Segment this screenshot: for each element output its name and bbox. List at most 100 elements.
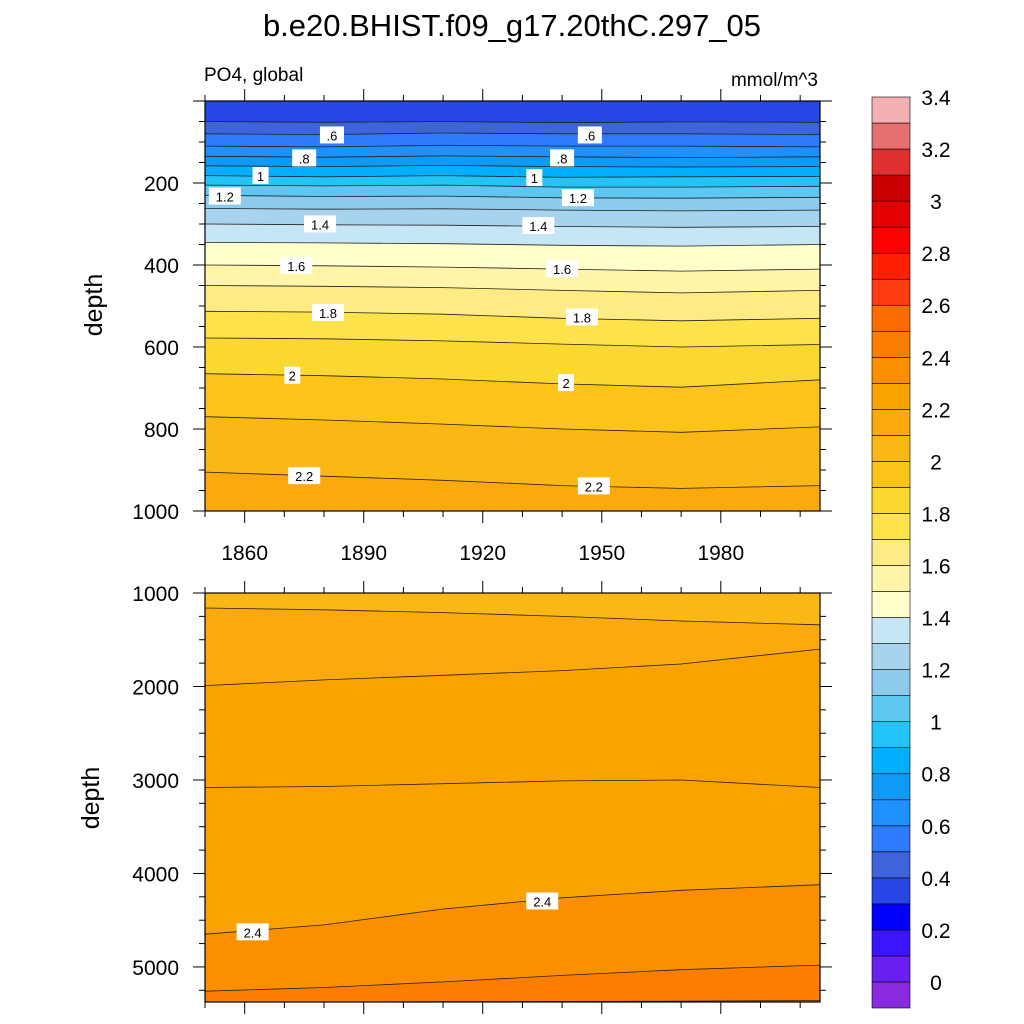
plot-frame bbox=[204, 592, 821, 1003]
colorbar-swatch bbox=[871, 409, 911, 436]
contour-line bbox=[205, 242, 820, 247]
svg-text:2: 2 bbox=[562, 376, 569, 391]
x-tick-label: 1860 bbox=[221, 542, 268, 565]
colorbar-label: 0 bbox=[930, 972, 942, 995]
colorbar-swatch bbox=[871, 669, 911, 696]
contour-label: 2.2 bbox=[288, 467, 321, 485]
contour-label: .8 bbox=[550, 149, 575, 167]
colorbar-label: 1.4 bbox=[921, 608, 951, 631]
contour-label: 2 bbox=[558, 374, 575, 392]
panel-left-string: PO4, global bbox=[204, 65, 303, 86]
x-tick-label: 1950 bbox=[578, 542, 625, 565]
colorbar-swatch bbox=[871, 513, 911, 540]
svg-text:.6: .6 bbox=[327, 128, 338, 143]
colorbar-swatch bbox=[871, 929, 911, 957]
contour-line bbox=[205, 164, 820, 168]
colorbar-swatch bbox=[871, 200, 911, 228]
colorbar-label: 0.6 bbox=[921, 816, 950, 839]
colorbar-swatch bbox=[871, 877, 911, 905]
y-tick-label: 3000 bbox=[132, 770, 179, 793]
colorbar-swatch bbox=[871, 304, 911, 332]
svg-text:1.6: 1.6 bbox=[553, 262, 571, 277]
colorbar-label: 0.2 bbox=[921, 920, 950, 943]
contour-label: 2.4 bbox=[236, 923, 269, 941]
colorbar-swatch bbox=[871, 435, 911, 462]
colorbar-swatch bbox=[871, 96, 911, 124]
colorbar-swatch bbox=[871, 695, 911, 722]
y-tick-label: 1000 bbox=[132, 501, 179, 524]
contour-line bbox=[205, 285, 820, 294]
x-tick-label: 1980 bbox=[697, 542, 744, 565]
y-tick-label: 5000 bbox=[132, 957, 179, 980]
svg-text:.8: .8 bbox=[299, 151, 310, 166]
colorbar-swatch bbox=[871, 747, 911, 775]
colorbar-label: 1.8 bbox=[921, 503, 950, 526]
svg-text:1.4: 1.4 bbox=[529, 219, 547, 234]
colorbar-label: 0.4 bbox=[921, 868, 951, 891]
colorbar-swatch bbox=[871, 226, 911, 254]
contour-label: 1 bbox=[252, 167, 269, 185]
svg-text:1.8: 1.8 bbox=[319, 306, 337, 321]
y-tick-label: 600 bbox=[144, 337, 179, 360]
colorbar-swatch bbox=[871, 825, 911, 853]
svg-text:2.2: 2.2 bbox=[585, 479, 603, 494]
colorbar-swatch bbox=[871, 799, 911, 827]
y-tick-label: 2000 bbox=[132, 676, 179, 699]
colorbar-label: 2.8 bbox=[921, 243, 950, 266]
colorbar-label: 0.8 bbox=[921, 764, 950, 787]
colorbar-swatch bbox=[871, 356, 911, 384]
contour-label: 2.2 bbox=[577, 477, 610, 495]
colorbar-swatch bbox=[871, 643, 911, 670]
contour-line bbox=[205, 648, 820, 686]
x-tick-label: 1920 bbox=[459, 542, 506, 565]
svg-text:1: 1 bbox=[531, 171, 538, 186]
colorbar-swatch bbox=[871, 122, 911, 150]
svg-text:1.2: 1.2 bbox=[569, 191, 587, 206]
colorbar-label: 3.4 bbox=[921, 87, 951, 110]
colorbar-swatch bbox=[871, 981, 911, 1009]
contour-line bbox=[205, 337, 820, 348]
svg-text:2.2: 2.2 bbox=[295, 469, 313, 484]
contour-label: 1.6 bbox=[280, 256, 313, 274]
svg-text:2.4: 2.4 bbox=[533, 895, 551, 910]
colorbar-swatch bbox=[871, 278, 911, 306]
contour-line bbox=[205, 132, 820, 136]
contour-label: 1 bbox=[526, 169, 543, 187]
colorbar-label: 2.4 bbox=[921, 347, 951, 370]
colorbar-label: 2.2 bbox=[921, 399, 950, 422]
contour-line bbox=[205, 121, 820, 124]
units-label: mmol/m^3 bbox=[731, 70, 818, 91]
colorbar-swatch bbox=[871, 148, 911, 176]
colorbar-swatch bbox=[871, 617, 911, 644]
colorbar-label: 2 bbox=[930, 451, 942, 474]
contour-line bbox=[205, 194, 820, 199]
contour-band bbox=[205, 965, 820, 1002]
colorbar-swatch bbox=[871, 252, 911, 280]
contour-label: 1.2 bbox=[208, 187, 241, 205]
y-tick-label: 4000 bbox=[132, 863, 179, 886]
colorbar-label: 1 bbox=[930, 712, 942, 735]
contour-label: 2.4 bbox=[526, 892, 559, 910]
contour-line bbox=[205, 310, 820, 322]
colorbar-swatch bbox=[871, 721, 911, 749]
colorbar-swatch bbox=[871, 330, 911, 358]
contour-label: 2 bbox=[284, 366, 301, 384]
colorbar-swatch bbox=[871, 955, 911, 983]
colorbar-label: 1.2 bbox=[921, 660, 950, 683]
svg-text:1: 1 bbox=[257, 169, 264, 184]
contour-label: 1.2 bbox=[561, 189, 594, 207]
contour-line bbox=[205, 184, 820, 188]
svg-text:1.4: 1.4 bbox=[311, 217, 329, 232]
colorbar-swatch bbox=[871, 383, 911, 410]
colorbar: 3.4 3.2 3 2.8 2.6 2.4 2.2 2 1.8 1.6 1.4 1.2 1 0.8 0.6 0… bbox=[871, 87, 951, 1009]
colorbar-label: 3.2 bbox=[921, 139, 950, 162]
contour-label: 1.4 bbox=[304, 215, 337, 233]
contour-label: 1.8 bbox=[565, 308, 598, 326]
contour-line bbox=[205, 964, 820, 992]
svg-text:.6: .6 bbox=[584, 128, 595, 143]
contour-label: 1.4 bbox=[522, 217, 555, 235]
contour-label: 1.6 bbox=[546, 260, 579, 278]
contour-line bbox=[205, 373, 820, 388]
colorbar-swatch bbox=[871, 174, 911, 202]
